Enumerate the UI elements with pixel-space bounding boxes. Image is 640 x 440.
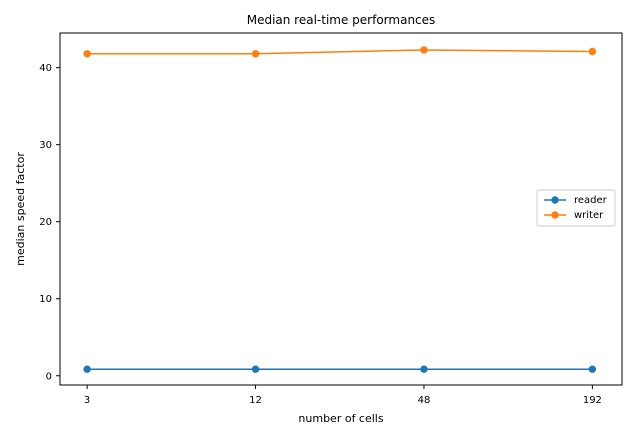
x-axis-ticks: 3 12 48 192	[84, 385, 602, 406]
y-tick-label: 20	[39, 217, 52, 228]
x-tick-label: 48	[418, 395, 431, 406]
series-layer	[83, 46, 597, 373]
data-point-writer	[83, 50, 91, 58]
data-point-reader	[420, 365, 428, 373]
legend-label-reader: reader	[574, 195, 608, 206]
y-tick-label: 0	[46, 371, 52, 382]
x-tick-label: 3	[84, 395, 90, 406]
series-line-writer	[87, 49, 593, 55]
data-point-reader	[588, 365, 597, 373]
legend-marker-reader	[551, 196, 559, 204]
data-point-writer	[251, 50, 260, 58]
legend: reader writer	[536, 189, 616, 227]
plot-area	[59, 32, 623, 386]
y-tick-label: 40	[39, 63, 52, 74]
data-point-reader	[251, 365, 260, 373]
x-tick-label: 192	[583, 395, 602, 406]
y-axis-ticks: 0 10 20 30 40	[39, 63, 60, 382]
data-point-writer	[588, 47, 597, 56]
y-tick-label: 30	[39, 140, 52, 151]
chart-title: Median real-time performances	[247, 13, 436, 27]
x-tick-label: 12	[249, 395, 262, 406]
data-point-reader	[83, 365, 91, 373]
y-axis-label: median speed factor	[14, 152, 27, 266]
legend-marker-writer	[551, 211, 559, 219]
y-tick-label: 10	[39, 294, 52, 305]
x-axis-label: number of cells	[298, 412, 383, 425]
data-point-writer	[420, 46, 428, 54]
legend-label-writer: writer	[574, 210, 604, 221]
